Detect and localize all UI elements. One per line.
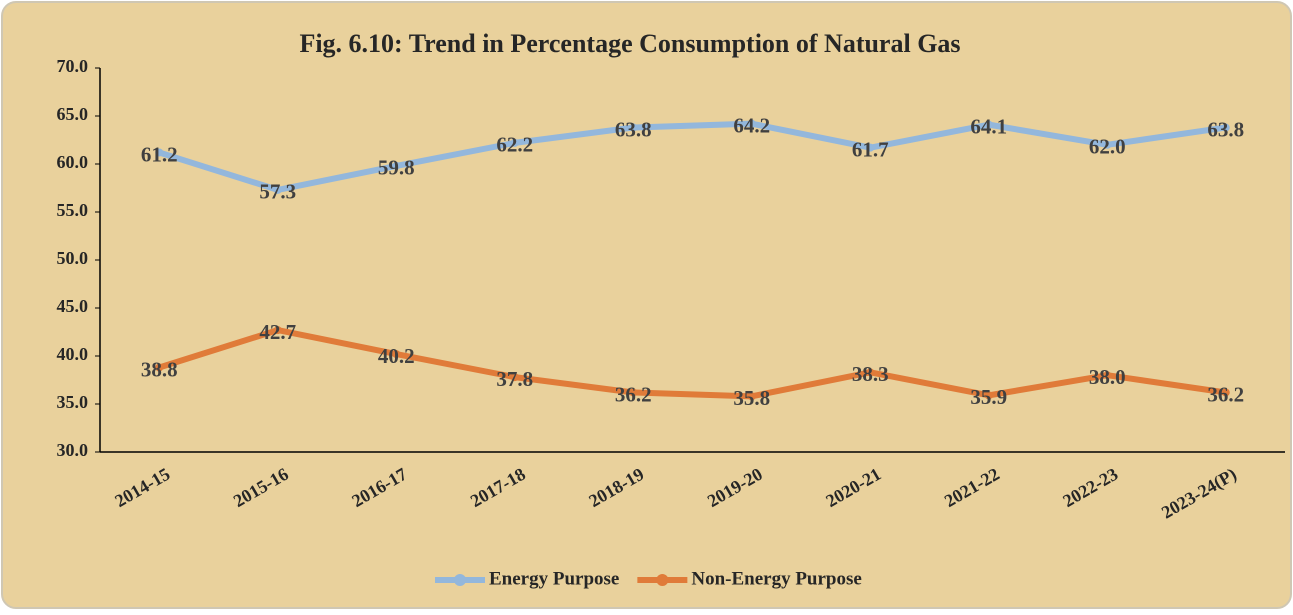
- data-point: [273, 185, 282, 194]
- data-point: [273, 326, 282, 335]
- data-point: [392, 161, 401, 170]
- data-label: 36.2: [1207, 382, 1244, 406]
- data-point: [510, 373, 519, 382]
- data-label: 38.0: [1089, 365, 1126, 389]
- y-tick-label: 45.0: [57, 296, 89, 316]
- legend-label: Non-Energy Purpose: [691, 568, 861, 589]
- data-label: 61.7: [852, 137, 889, 161]
- data-label: 64.2: [733, 113, 770, 137]
- data-point: [510, 138, 519, 147]
- legend-label: Energy Purpose: [489, 568, 619, 589]
- data-label: 62.2: [496, 133, 533, 157]
- legend-marker: [454, 574, 466, 586]
- data-label: 57.3: [259, 180, 296, 204]
- data-label: 63.8: [615, 117, 652, 141]
- y-tick-label: 40.0: [57, 344, 89, 364]
- data-label: 40.2: [378, 344, 415, 368]
- data-point: [155, 363, 164, 372]
- y-tick-label: 60.0: [57, 152, 89, 172]
- data-label: 38.8: [141, 357, 178, 381]
- data-point: [1221, 123, 1230, 132]
- data-label: 61.2: [141, 142, 178, 166]
- data-point: [1103, 140, 1112, 149]
- legend-marker: [656, 574, 669, 586]
- data-label: 63.8: [1207, 117, 1244, 141]
- data-label: 37.8: [496, 367, 533, 391]
- data-label: 35.9: [970, 385, 1007, 409]
- y-tick-label: 65.0: [57, 104, 89, 124]
- data-point: [629, 123, 638, 132]
- y-tick-label: 35.0: [57, 392, 89, 412]
- data-label: 59.8: [378, 156, 415, 180]
- data-point: [629, 388, 638, 397]
- data-point: [747, 392, 756, 401]
- data-label: 35.8: [733, 386, 770, 410]
- data-point: [984, 391, 993, 400]
- y-tick-label: 70.0: [57, 56, 89, 76]
- y-tick-label: 50.0: [57, 248, 89, 268]
- data-label: 64.1: [970, 114, 1007, 138]
- y-tick-label: 30.0: [57, 440, 89, 460]
- data-label: 36.2: [615, 382, 652, 406]
- data-point: [1103, 371, 1112, 380]
- data-point: [1221, 388, 1230, 397]
- data-point: [392, 350, 401, 359]
- data-label: 38.3: [852, 362, 889, 386]
- data-label: 62.0: [1089, 135, 1126, 159]
- series-line: [158, 120, 1227, 193]
- chart-title: Fig. 6.10: Trend in Percentage Consumpti…: [299, 29, 960, 58]
- data-point: [866, 143, 875, 152]
- data-label: 42.7: [259, 320, 296, 344]
- data-point: [155, 148, 164, 157]
- data-point: [984, 120, 993, 129]
- data-point: [866, 368, 875, 377]
- data-point: [747, 119, 756, 128]
- series-line: [158, 327, 1227, 400]
- y-tick-label: 55.0: [57, 200, 89, 220]
